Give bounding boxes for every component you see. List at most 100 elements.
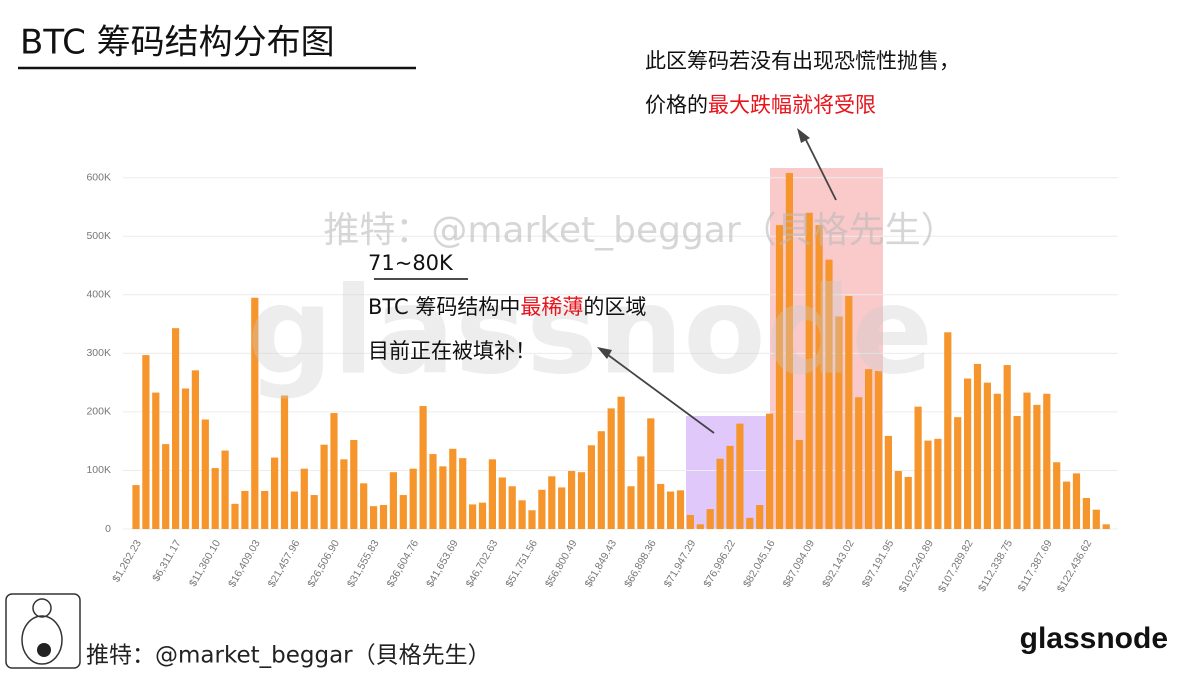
bar [488,459,496,529]
bar [1043,393,1051,529]
bar [152,392,160,529]
bar [993,393,1001,529]
bar [657,483,665,529]
annotation-text: 的区域 [583,295,646,319]
footer: 推特：@market_beggar（貝格先生） [86,643,491,669]
bar [340,459,348,529]
bar [944,332,952,529]
bar [271,457,279,529]
x-tick-label: $56,800.49 [543,538,580,590]
bar [251,297,259,529]
bar [350,440,358,529]
bar [617,396,625,529]
x-tick-label: $122,436.62 [1055,538,1095,595]
annotation-text: BTC 筹码结构中 [368,295,520,319]
bar [855,397,863,529]
arrow [802,133,837,201]
annotation: 目前正在被填补！ [368,339,536,363]
bar [478,502,487,529]
bar [221,450,229,529]
x-tick-label: $41,653.69 [424,538,461,590]
bar [954,417,962,529]
bar [835,316,843,529]
bar [597,431,605,529]
bar [498,477,506,529]
x-tick-label: $26,506.90 [305,538,342,590]
bar [558,487,566,529]
bar [736,423,744,529]
bar [320,444,328,529]
bar [518,500,526,529]
x-tick-label: $97,191.95 [860,538,897,590]
bar [280,395,289,529]
bar [538,489,546,529]
bar [726,445,734,529]
bar [548,476,556,529]
bar [162,444,170,529]
bar [964,378,972,529]
bar [746,517,754,529]
y-tick-label: 100K [86,464,111,476]
bar [865,369,873,529]
bar [1102,524,1110,529]
bar [1023,392,1031,529]
bar [667,491,675,529]
y-tick-label: 300K [86,347,111,359]
annotation: 71~80K [368,251,454,275]
bar [766,413,774,529]
bar [874,370,883,529]
bar [142,355,150,529]
bar [934,438,942,529]
bar [894,471,902,529]
x-tick-label: $31,555.83 [345,538,382,590]
x-tick-label: $61,849.43 [583,538,620,590]
arrowhead [797,128,810,143]
bar [627,486,635,529]
bar [716,458,724,529]
bar [330,413,338,529]
bar [795,440,803,529]
bar [181,388,190,529]
bar [429,454,437,529]
x-tick-label: $11,360.10 [187,538,223,589]
bar [775,225,784,530]
bar [449,448,457,529]
x-tick-label: $76,996.22 [701,538,738,590]
bar [459,458,467,529]
chart-title: BTC 筹码结构分布图 [20,23,335,63]
bar [399,495,407,529]
x-tick-label: $71,947.29 [662,538,699,590]
arrowhead [597,347,612,359]
x-tick-label: $112,338.75 [976,538,1015,594]
y-tick-label: 0 [105,523,111,535]
x-tick-label: $16,409.03 [226,538,263,590]
bar [1013,416,1021,529]
bar [172,328,180,529]
bar [300,468,308,529]
x-tick-label: $36,604.76 [385,538,422,590]
bar [379,504,388,529]
annotation-text: 此区筹码若没有出现恐慌性抛售， [645,49,960,73]
annotation: 价格的最大跌幅就将受限 [645,93,876,117]
y-tick-label: 400K [86,289,111,301]
bar [439,466,447,529]
bar [201,419,209,529]
bar [1003,365,1011,529]
bar [973,363,982,529]
x-tick-label: $51,751.56 [503,538,540,590]
annotation-text: 最稀薄 [520,295,583,319]
bar [211,468,219,529]
bar [469,504,477,529]
bar [568,471,576,529]
arrow [603,351,715,434]
bar [756,504,764,529]
bar [825,259,833,529]
bar [1092,509,1100,529]
bar [706,509,714,529]
bar [528,510,536,529]
annotations: 此区筹码若没有出现恐慌性抛售， 价格的最大跌幅就将受限 71~80K BTC 筹码结构… [368,49,960,363]
bar [241,490,249,529]
x-tick-label: $107,289.82 [936,538,976,595]
bar [686,514,694,529]
